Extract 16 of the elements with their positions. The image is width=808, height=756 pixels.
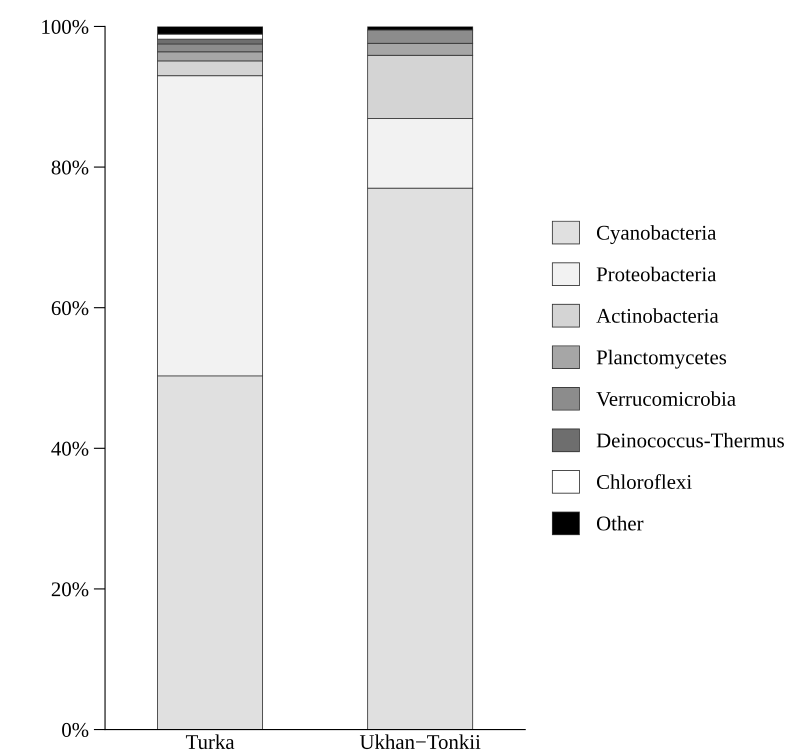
y-tick-label: 0% (62, 722, 88, 738)
legend-label: Other (596, 516, 644, 531)
legend-label: Chloroflexi (596, 474, 692, 490)
legend-label: Proteobacteria (596, 266, 716, 282)
legend-label: Deinococcus-Thermus (596, 432, 784, 448)
x-tick-label: Turka (186, 734, 234, 750)
y-tick-label: 80% (52, 160, 88, 175)
y-tick-label: 40% (51, 442, 88, 456)
legend-label: Verrucomicrobia (596, 391, 736, 406)
legend-label: Cyanobacteria (596, 225, 716, 244)
y-tick-label: 60% (52, 301, 88, 316)
x-tick-label: Ukhan−Tonkii (360, 734, 480, 750)
y-tick-label: 20% (52, 582, 88, 596)
y-tick-label: 100% (42, 20, 88, 34)
legend-label: Planctomycetes (596, 350, 726, 369)
legend-label: Actinobacteria (596, 308, 718, 323)
